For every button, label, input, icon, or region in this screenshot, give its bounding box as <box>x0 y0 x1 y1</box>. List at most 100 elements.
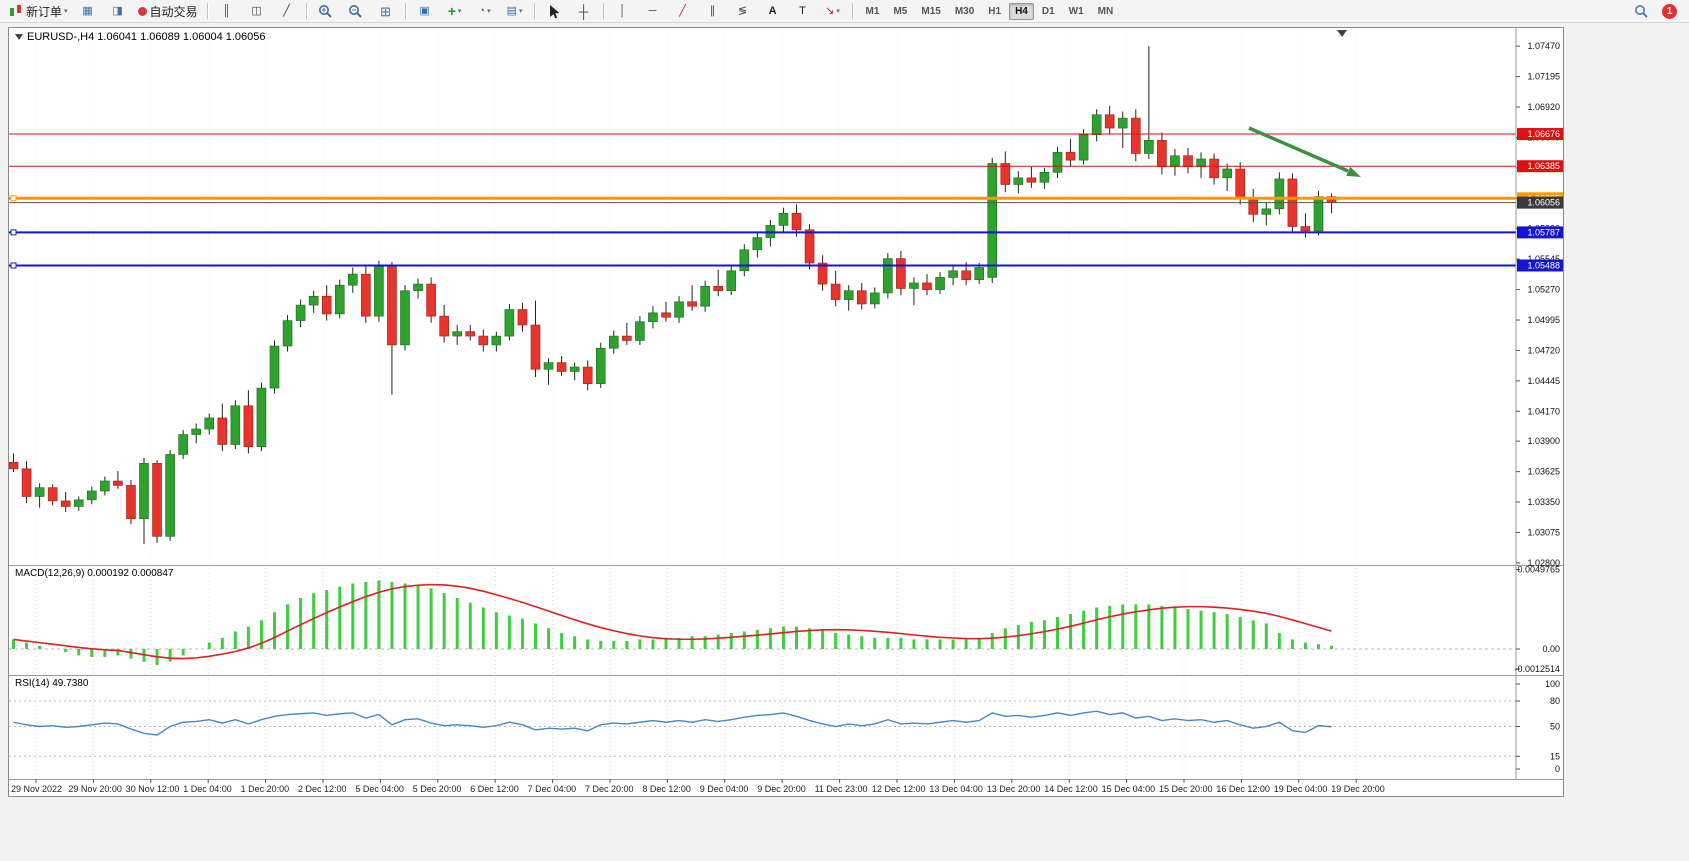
label-button[interactable]: T <box>789 0 817 22</box>
templates-button[interactable]: ▤ ▾ <box>501 0 529 22</box>
timeframe-m5-button[interactable]: M5 <box>893 5 908 17</box>
candle-body <box>269 345 280 389</box>
candle-body <box>713 285 724 292</box>
candle-body <box>152 463 162 537</box>
candle-body <box>1274 178 1285 210</box>
line-chart-button[interactable]: ╱ <box>273 0 301 22</box>
dropdown-caret-icon: ▾ <box>518 8 523 15</box>
candle-body <box>400 290 410 346</box>
timeframe-mn-button[interactable]: MN <box>1097 5 1114 17</box>
price-level-badge <box>1517 128 1563 141</box>
toolbar-separator <box>533 3 535 19</box>
charts-window-button[interactable]: ▦ <box>74 0 102 22</box>
indicators-button[interactable]: + ▾ <box>441 0 469 22</box>
chart-canvas: 1.074701.071951.069201.066451.063701.060… <box>9 28 1563 794</box>
pane-separator[interactable] <box>9 565 1563 566</box>
price-axis-label: 1.07195 <box>1527 72 1560 82</box>
candle-body <box>504 309 515 337</box>
zoom-out-button[interactable]: − <box>342 0 370 22</box>
pane-separator-hl <box>9 566 1563 567</box>
candle-body <box>543 362 554 370</box>
candlestick-chart-button[interactable]: ◫ <box>243 0 271 22</box>
candle-body <box>1196 158 1206 168</box>
price-axis-label: 1.03075 <box>1527 527 1560 537</box>
profiles-button[interactable]: ◨ <box>104 0 132 22</box>
price-level-badge-text: 1.06676 <box>1527 129 1560 139</box>
candle-body <box>204 417 215 430</box>
track-chart-icon: ▣ <box>419 4 430 17</box>
line-handle[interactable] <box>10 229 17 236</box>
trendline-button[interactable]: ╱ <box>669 0 697 22</box>
candle-body <box>622 335 632 341</box>
candle-body <box>34 487 45 497</box>
new-order-label: 新订单 <box>26 4 63 19</box>
candle-body <box>256 387 267 448</box>
rsi-line <box>13 710 1332 736</box>
timeframe-h4-button[interactable]: H4 <box>1009 2 1034 20</box>
candle-body <box>1117 117 1128 129</box>
candle-body <box>635 321 645 341</box>
line-handle[interactable] <box>10 262 17 269</box>
trend-arrow-annotation[interactable] <box>1248 126 1349 173</box>
timeframe-m1-button[interactable]: M1 <box>865 5 880 17</box>
indicators-icon: + <box>447 3 456 19</box>
time-axis-label: 15 Dec 20:00 <box>1159 784 1213 794</box>
fibonacci-button[interactable]: ≶ <box>729 0 757 22</box>
chart-title-text: EURUSD-,H4 1.06041 1.06089 1.06004 1.060… <box>27 31 266 43</box>
price-level-badge <box>1517 226 1563 239</box>
notification-badge[interactable]: 1 <box>1662 3 1677 19</box>
auto-trading-label: 自动交易 <box>149 4 198 19</box>
timeframe-m15-button[interactable]: M15 <box>921 5 941 17</box>
candle-body <box>178 434 188 455</box>
bar-chart-button[interactable]: ║ <box>213 0 241 22</box>
channel-button[interactable]: ∥ <box>699 0 727 22</box>
candle-body <box>1183 155 1193 168</box>
price-axis-label: 1.02800 <box>1527 558 1560 568</box>
horizontal-line-button[interactable]: ─ <box>639 0 667 22</box>
chart-shift-marker[interactable] <box>1337 30 1347 37</box>
charts-window-icon: ▦ <box>82 4 93 17</box>
pane-separator[interactable] <box>9 779 1563 780</box>
vertical-line-button[interactable]: │ <box>609 0 637 22</box>
price-axis-label: 1.03625 <box>1527 467 1560 477</box>
arrows-button[interactable]: ↘ ▾ <box>819 0 847 22</box>
candle-body <box>465 331 476 337</box>
candle-body <box>478 335 489 346</box>
track-chart-button[interactable]: ▣ <box>411 0 439 22</box>
timeframe-h1-button[interactable]: H1 <box>988 5 1002 17</box>
candle-body <box>1131 117 1141 154</box>
oneclick-trading-icon[interactable] <box>15 34 23 40</box>
candle-body <box>217 417 228 445</box>
new-order-button[interactable]: 新订单 ▾ <box>5 0 72 22</box>
candle-body <box>1313 196 1324 232</box>
candle-body <box>595 347 606 384</box>
zoom-in-button[interactable]: + <box>312 0 340 22</box>
auto-trading-button[interactable]: 自动交易 <box>134 0 202 22</box>
rsi-axis-label: 50 <box>1550 722 1560 732</box>
timeframe-m30-button[interactable]: M30 <box>954 5 975 17</box>
price-axis-label: 1.05270 <box>1527 285 1560 295</box>
price-axis-label: 1.04720 <box>1527 345 1560 355</box>
timeframe-w1-button[interactable]: W1 <box>1068 5 1084 17</box>
time-axis-label: 13 Dec 20:00 <box>987 784 1041 794</box>
tile-windows-icon: ⊞ <box>380 3 391 19</box>
periods-button[interactable]: ◔ ▾ <box>471 0 499 22</box>
price-axis-label: 1.05545 <box>1527 254 1560 264</box>
search-button[interactable] <box>1627 0 1655 22</box>
time-axis-label: 2 Dec 12:00 <box>298 784 347 794</box>
crosshair-icon: ┼ <box>578 3 589 19</box>
line-chart-icon: ╱ <box>283 4 290 17</box>
pane-separator[interactable] <box>9 675 1563 676</box>
cursor-button[interactable] <box>540 0 568 22</box>
candle-body <box>126 485 136 519</box>
timeframe-d1-button[interactable]: D1 <box>1041 5 1055 17</box>
tile-windows-button[interactable]: ⊞ <box>372 0 400 22</box>
candle-body <box>1065 152 1076 161</box>
candle-body <box>909 282 919 289</box>
text-button[interactable]: A <box>759 0 787 22</box>
candle-body <box>47 487 58 502</box>
crosshair-button[interactable]: ┼ <box>570 0 598 22</box>
time-axis-label: 5 Dec 20:00 <box>413 784 462 794</box>
candle-body <box>935 277 945 290</box>
line-handle[interactable] <box>10 195 17 202</box>
